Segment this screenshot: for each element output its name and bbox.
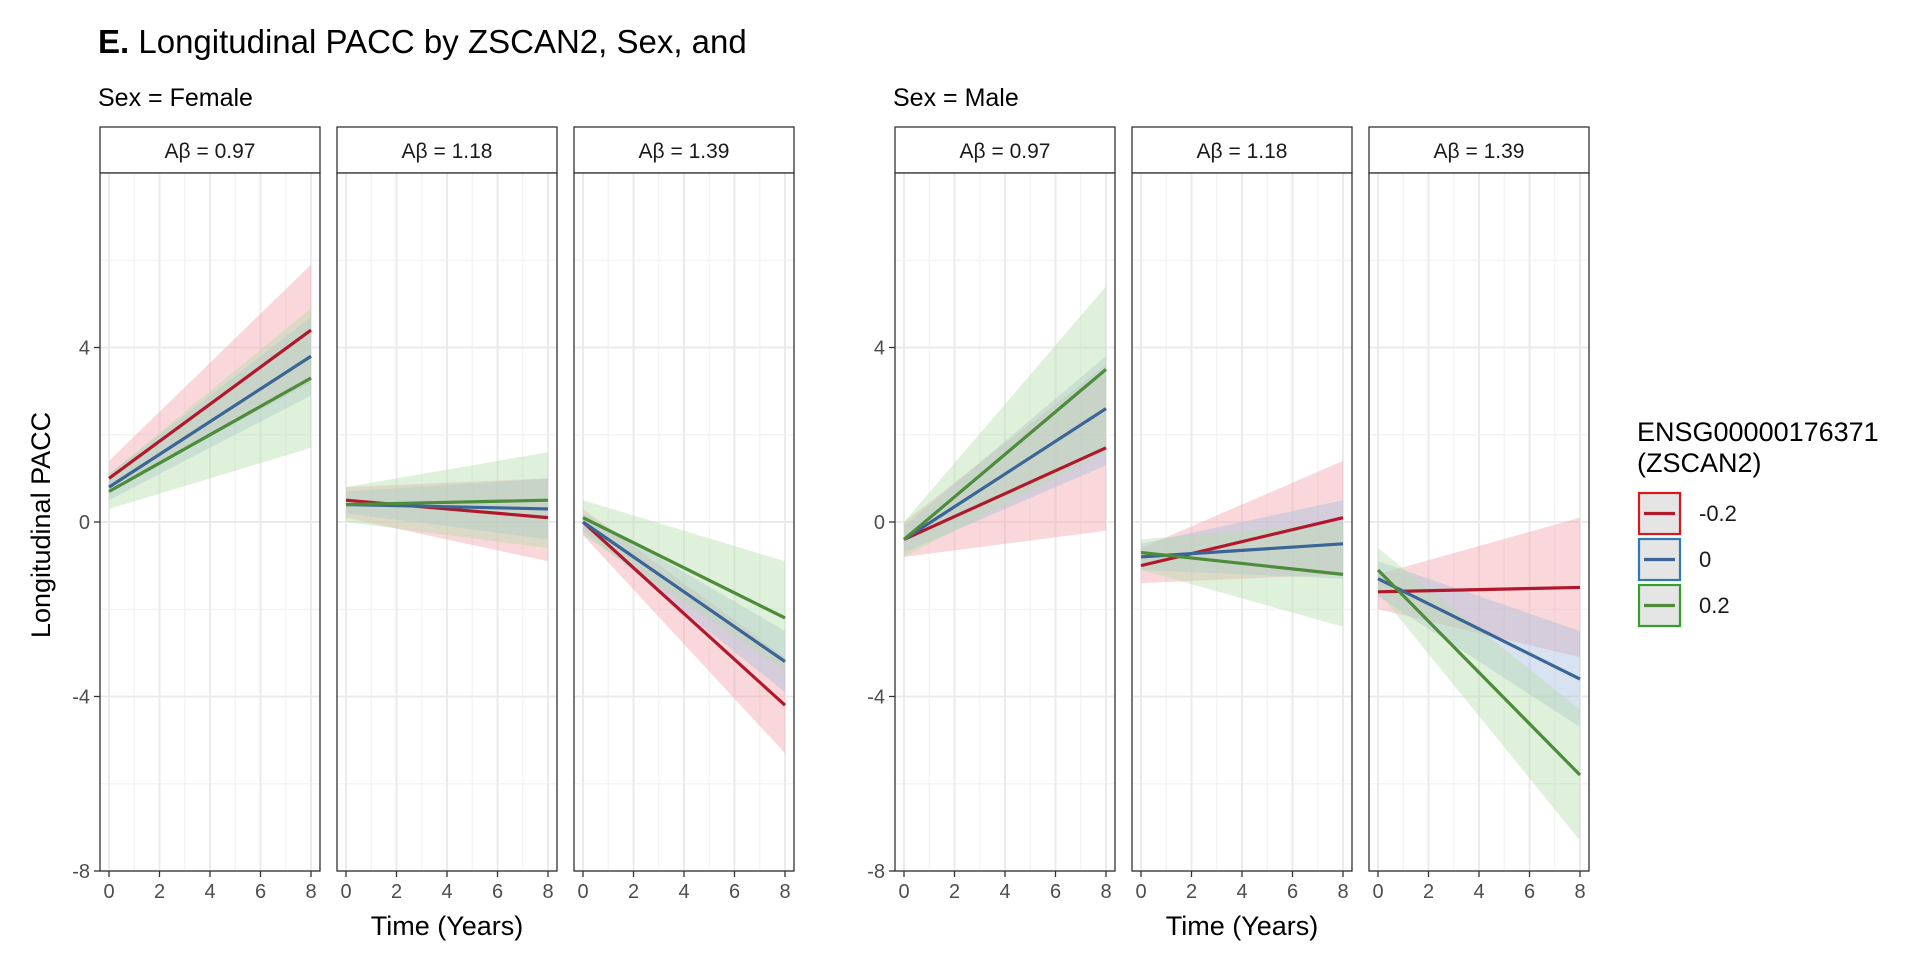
series-line (903, 407, 1107, 541)
series-line (582, 516, 786, 620)
confidence-band (346, 452, 548, 549)
x-tick-label: 6 (1287, 881, 1298, 903)
y-axis-label: Longitudinal PACC (26, 412, 56, 638)
legend-label: -0.2 (1699, 501, 1737, 526)
confidence-band (904, 286, 1106, 557)
x-tick-label: 6 (729, 881, 740, 903)
facet-panel: Aβ = 1.39 0 2 4 6 8 (573, 126, 795, 903)
facet-panel: Aβ = 1.39 0 2 4 6 8 (1368, 126, 1590, 903)
x-tick-label: 8 (305, 881, 316, 903)
x-tick-label: 0 (340, 881, 351, 903)
x-tick-label: 4 (999, 881, 1010, 903)
group-sex-label: Sex = Female (98, 84, 253, 112)
facet-group: Sex = Male Aβ = 0.97 0 2 4 6 8 -8 -4 0 4 Aβ = 1.18 0… (867, 84, 1590, 941)
legend-title-line2: (ZSCAN2) (1637, 448, 1762, 478)
strip-box (573, 126, 795, 174)
strip-box (99, 126, 321, 174)
x-axis-label: Time (Years) (1166, 911, 1319, 941)
confidence-band (109, 308, 311, 509)
series-line (345, 498, 549, 507)
series-line (108, 376, 312, 493)
x-tick-label: 4 (1473, 881, 1484, 903)
x-tick-label: 4 (441, 881, 452, 903)
y-tick-label: 0 (874, 512, 885, 534)
series-line (582, 520, 786, 663)
facet-panel: Aβ = 1.18 0 2 4 6 8 (336, 126, 558, 903)
facet-panel: Aβ = 0.97 0 2 4 6 8 -8 -4 0 4 (72, 126, 321, 903)
x-tick-label: 2 (949, 881, 960, 903)
x-tick-label: 0 (1372, 881, 1383, 903)
y-tick-label: 0 (79, 512, 90, 534)
strip-label: Aβ = 1.39 (639, 140, 730, 163)
confidence-band (346, 478, 548, 562)
strip-box (1131, 126, 1353, 174)
confidence-band (1378, 517, 1580, 658)
x-tick-label: 0 (577, 881, 588, 903)
x-tick-label: 0 (1135, 881, 1146, 903)
y-tick-label: -4 (72, 687, 90, 709)
y-tick-label: -4 (867, 687, 885, 709)
series-line (1377, 585, 1581, 594)
chart-title-prefix: E. (98, 23, 129, 60)
x-tick-label: 4 (1236, 881, 1247, 903)
x-axis-label: Time (Years) (371, 911, 524, 941)
series-line (902, 368, 1108, 541)
legend-title-line1: ENSG00000176371 (1637, 417, 1879, 447)
x-tick-label: 8 (1574, 881, 1585, 903)
facet-panel: Aβ = 0.97 0 2 4 6 8 -8 -4 0 4 (867, 126, 1116, 903)
x-tick-label: 2 (391, 881, 402, 903)
y-tick-label: -8 (867, 861, 885, 883)
legend-label: 0.2 (1699, 593, 1730, 618)
x-tick-label: 0 (898, 881, 909, 903)
y-tick-label: 4 (79, 338, 90, 360)
x-tick-label: 8 (542, 881, 553, 903)
series-line (1140, 550, 1344, 576)
legend-label: 0 (1699, 547, 1711, 572)
x-tick-label: 8 (779, 881, 790, 903)
x-tick-label: 2 (1186, 881, 1197, 903)
x-tick-label: 4 (678, 881, 689, 903)
series-line (581, 520, 787, 707)
legend-item: -0.2 (1637, 491, 1737, 536)
chart-title-text: Longitudinal PACC by ZSCAN2, Sex, and (138, 23, 746, 60)
legend-item: 0 (1637, 537, 1711, 582)
x-tick-label: 6 (255, 881, 266, 903)
strip-label: Aβ = 1.18 (402, 140, 493, 163)
x-tick-label: 6 (492, 881, 503, 903)
x-tick-label: 0 (103, 881, 114, 903)
strip-label: Aβ = 0.97 (165, 140, 256, 163)
chart-title: E. Longitudinal PACC by ZSCAN2, Sex, and (98, 23, 747, 60)
strip-label: Aβ = 1.18 (1197, 140, 1288, 163)
facet-panel: Aβ = 1.18 0 2 4 6 8 (1131, 126, 1353, 903)
strip-box (1368, 126, 1590, 174)
confidence-band (109, 264, 311, 492)
x-tick-label: 2 (628, 881, 639, 903)
strip-label: Aβ = 0.97 (960, 140, 1051, 163)
series-line (108, 328, 312, 480)
x-tick-label: 6 (1050, 881, 1061, 903)
series-line (108, 354, 312, 489)
x-tick-label: 6 (1524, 881, 1535, 903)
strip-label: Aβ = 1.39 (1434, 140, 1525, 163)
confidence-band (583, 508, 785, 754)
x-tick-label: 4 (204, 881, 215, 903)
x-tick-label: 2 (1423, 881, 1434, 903)
series-line (903, 446, 1107, 541)
y-tick-label: -8 (72, 861, 90, 883)
x-tick-label: 8 (1100, 881, 1111, 903)
x-tick-label: 8 (1337, 881, 1348, 903)
y-tick-label: 4 (874, 338, 885, 360)
series-line (1377, 577, 1581, 681)
legend-item: 0.2 (1637, 583, 1730, 628)
x-tick-label: 2 (154, 881, 165, 903)
series-line (1376, 568, 1582, 777)
group-sex-label: Sex = Male (893, 84, 1019, 112)
legend: ENSG00000176371(ZSCAN2) -0.2 0 0.2 (1637, 417, 1879, 628)
